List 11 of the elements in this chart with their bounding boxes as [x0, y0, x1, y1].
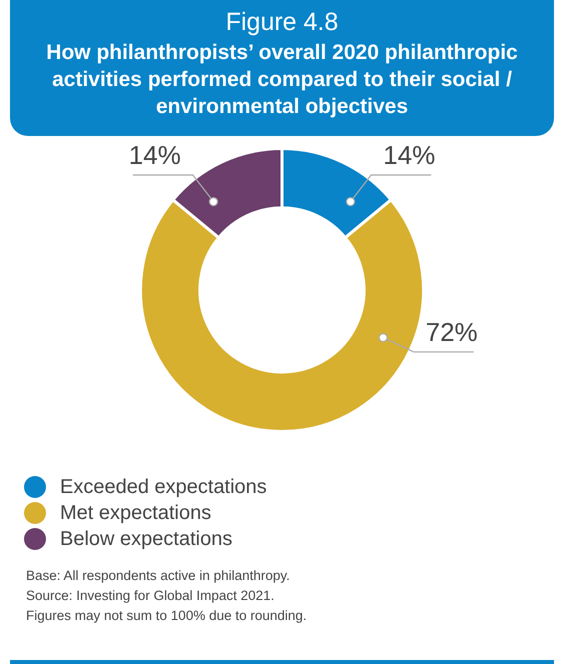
data-label: 14%	[128, 140, 181, 170]
data-label: 14%	[383, 140, 436, 170]
legend-label: Below expectations	[60, 528, 232, 550]
data-label: 72%	[426, 317, 478, 348]
source-note: Source: Investing for Global Impact 2021.	[26, 587, 276, 605]
text: Base: All respondents active in philanthropy.	[26, 567, 291, 585]
legend-label: Met expectations	[60, 502, 212, 524]
legend-label: Exceeded expectations	[60, 476, 267, 498]
chart-subtitle: How philanthropists’ overall 2020 philanthropic activities performed compared to their social / environmental objectives	[45, 40, 519, 120]
chart-title: Figure 4.8	[224, 8, 340, 37]
text: Figures may not sum to 100% due to rounding.	[26, 607, 307, 625]
